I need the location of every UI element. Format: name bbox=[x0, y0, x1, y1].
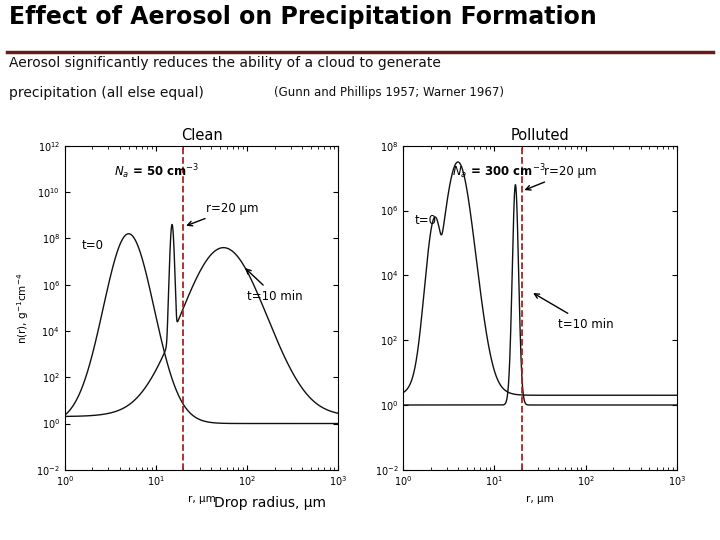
Text: t=10 min: t=10 min bbox=[246, 269, 303, 303]
Text: Effect of Aerosol on Precipitation Formation: Effect of Aerosol on Precipitation Forma… bbox=[9, 5, 597, 29]
Text: Aerosol significantly reduces the ability of a cloud to generate: Aerosol significantly reduces the abilit… bbox=[9, 56, 441, 70]
Title: Clean: Clean bbox=[181, 128, 222, 143]
Text: precipitation (all else equal): precipitation (all else equal) bbox=[9, 86, 204, 100]
X-axis label: r, μm: r, μm bbox=[188, 494, 215, 504]
Text: $N_a$ = 50 cm$^{-3}$: $N_a$ = 50 cm$^{-3}$ bbox=[114, 162, 199, 181]
Text: r=20 μm: r=20 μm bbox=[187, 202, 258, 226]
Text: Drop radius, μm: Drop radius, μm bbox=[214, 496, 326, 510]
Text: (Gunn and Phillips 1957; Warner 1967): (Gunn and Phillips 1957; Warner 1967) bbox=[274, 86, 503, 99]
Text: $N_a$ = 300 cm$^{-3}$: $N_a$ = 300 cm$^{-3}$ bbox=[452, 162, 546, 181]
Text: t=0: t=0 bbox=[414, 213, 436, 227]
Text: r=20 μm: r=20 μm bbox=[526, 165, 596, 190]
X-axis label: r, μm: r, μm bbox=[526, 494, 554, 504]
Text: t=10 min: t=10 min bbox=[534, 294, 613, 330]
Title: Polluted: Polluted bbox=[510, 128, 570, 143]
Y-axis label: n(r), g$^{-1}$cm$^{-4}$: n(r), g$^{-1}$cm$^{-4}$ bbox=[15, 272, 31, 343]
Text: t=0: t=0 bbox=[81, 239, 103, 253]
